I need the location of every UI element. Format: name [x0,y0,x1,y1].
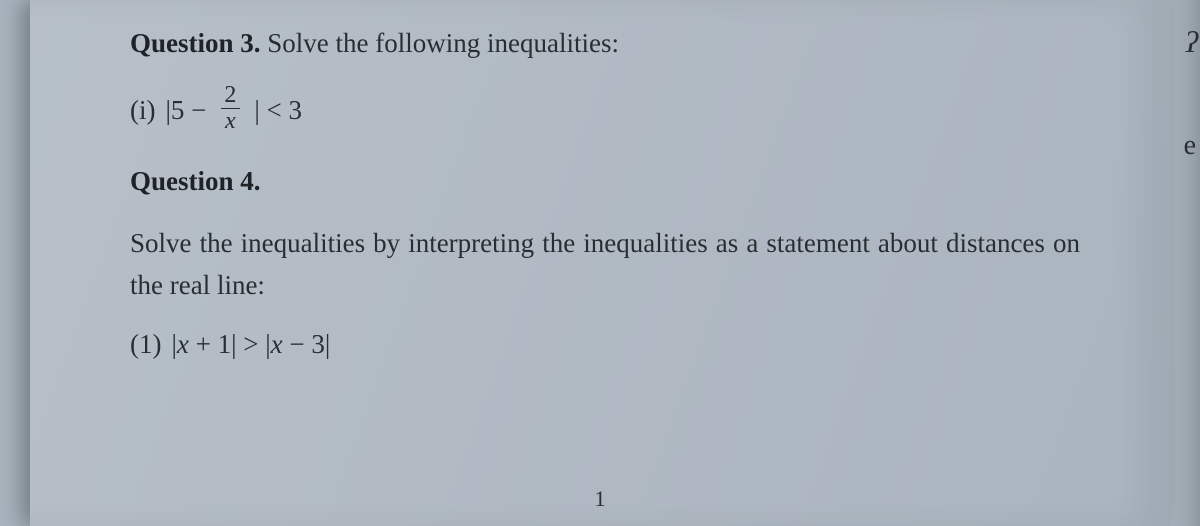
cutoff-glyph-bottom: e [1184,130,1196,162]
item-marker: (1) [130,329,161,360]
question-4-prompt: Solve the inequalities by interpreting t… [130,223,1080,307]
page: Question 3. Solve the following inequali… [30,0,1170,526]
question-3-label: Question 3. [130,28,261,58]
fraction-denominator: x [221,108,240,134]
page-shadow [1172,0,1200,526]
page-number: 1 [30,486,1170,512]
fraction-numerator: 2 [220,83,240,108]
question-4-item: (1) |x + 1| > |x − 3| [130,329,1080,360]
expr: |x + 1| > |x − 3| [171,329,330,360]
cutoff-glyph-top: ʔ [1186,26,1198,60]
question-3-prompt: Solve the following inequalities: [267,28,619,58]
question-3-item: (i) |5 − 2 x | < 3 [130,85,1080,136]
question-4-label: Question 4. [130,166,261,196]
item-marker: (i) [130,95,155,126]
expr-open: |5 − [165,95,206,126]
question-4-title: Question 4. [130,166,1080,197]
fraction: 2 x [220,83,240,134]
question-3-title: Question 3. Solve the following inequali… [130,28,1080,59]
expr-close: | < 3 [254,95,302,126]
